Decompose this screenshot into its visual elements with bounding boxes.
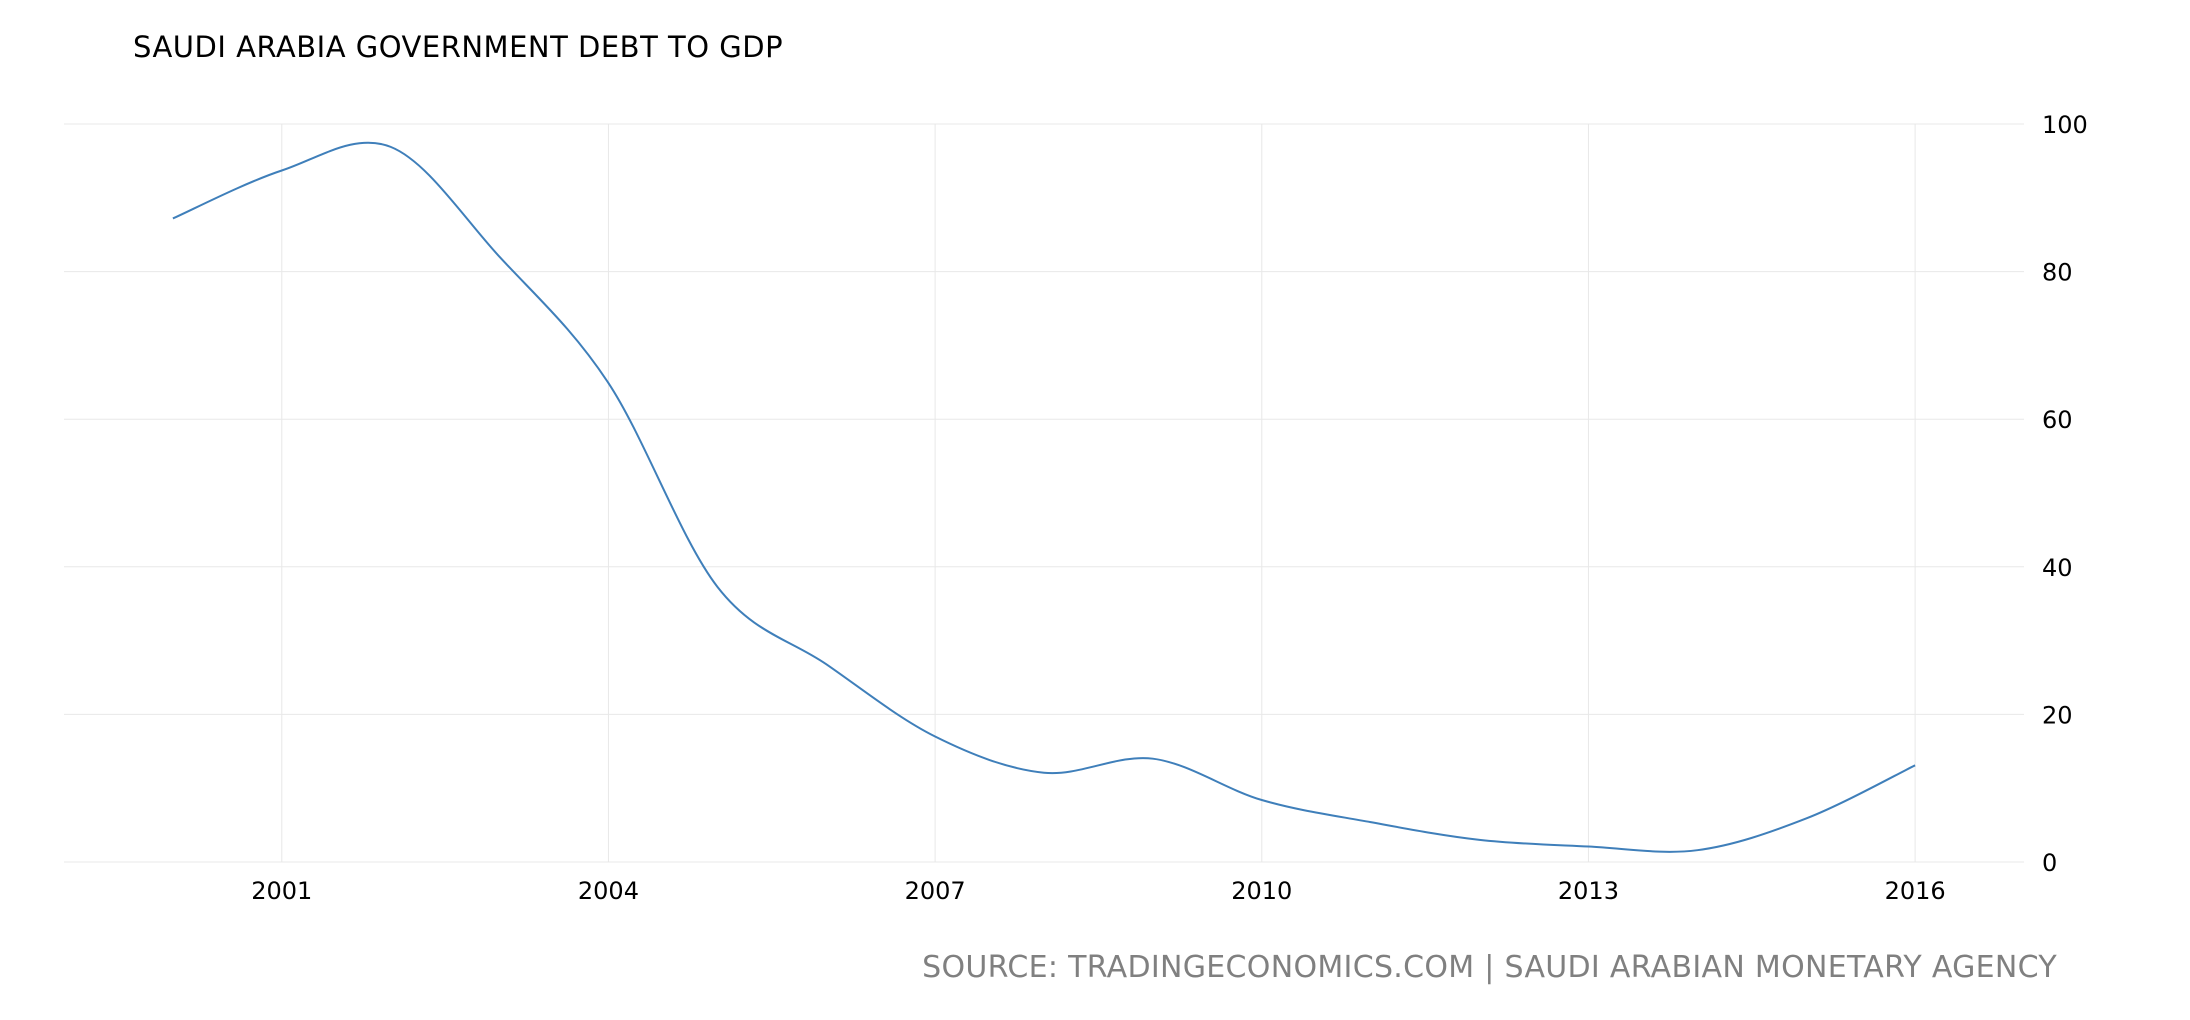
y-axis-ticks: 0 20 40 60 80 100 — [2042, 111, 2088, 877]
y-tick-label: 20 — [2042, 701, 2073, 729]
x-tick-label: 2007 — [905, 877, 966, 905]
y-tick-label: 40 — [2042, 554, 2073, 582]
x-tick-label: 2001 — [251, 877, 312, 905]
y-tick-label: 0 — [2042, 849, 2057, 877]
y-tick-label: 60 — [2042, 406, 2073, 434]
x-axis-ticks: 2001 2004 2007 2010 2013 2016 — [251, 877, 1945, 905]
x-tick-label: 2016 — [1885, 877, 1946, 905]
x-tick-label: 2010 — [1231, 877, 1292, 905]
y-tick-label: 100 — [2042, 111, 2088, 139]
series-line — [172, 141, 1916, 853]
series-group — [172, 141, 1916, 853]
x-tick-label: 2013 — [1558, 877, 1619, 905]
x-tick-label: 2004 — [578, 877, 639, 905]
source-credit: SOURCE: TRADINGECONOMICS.COM | SAUDI ARA… — [922, 950, 2057, 985]
y-tick-label: 80 — [2042, 259, 2073, 287]
grid-lines — [64, 123, 2024, 863]
chart-title: SAUDI ARABIA GOVERNMENT DEBT TO GDP — [133, 30, 784, 64]
